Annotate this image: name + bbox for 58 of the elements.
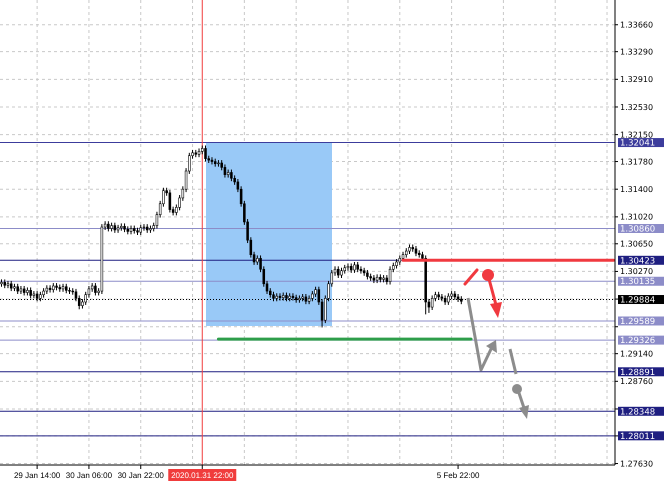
candlestick — [353, 261, 356, 274]
y-tick-label: 1.32530 — [620, 102, 654, 112]
y-tick-label: 1.31020 — [620, 212, 654, 222]
candlestick — [52, 282, 55, 294]
y-tick-label: 1.29140 — [620, 349, 654, 358]
candlestick — [311, 290, 314, 302]
ref-line-label: 1.29589 — [620, 316, 656, 327]
y-tick-label: 1.30650 — [620, 240, 654, 249]
candlestick — [356, 261, 359, 273]
ref-line-label: 1.30860 — [620, 224, 656, 234]
candlestick — [168, 189, 172, 213]
candlestick — [336, 266, 340, 278]
candlestick — [22, 285, 26, 296]
ref-line-label: 1.32041 — [620, 138, 656, 149]
y-tick-label: 1.32910 — [620, 75, 654, 84]
x-tick-label: 2020.01.31 22:00 — [171, 471, 234, 480]
candlestick — [224, 164, 226, 178]
y-tick-label: 1.31400 — [620, 185, 654, 194]
candlestick — [340, 267, 343, 278]
y-tick-label: 1.33660 — [620, 20, 654, 30]
ref-line-label: 1.30135 — [620, 277, 656, 288]
y-tick-label: 1.33290 — [620, 47, 654, 56]
ref-line-label: 1.30423 — [620, 256, 656, 266]
y-tick-label: 1.27630 — [620, 459, 654, 468]
candlestick — [444, 294, 446, 306]
candlestick — [94, 282, 97, 296]
candlestick — [350, 262, 352, 274]
ref-line-label: 1.28891 — [620, 368, 656, 378]
x-tick-label: 30 Jan 22:00 — [118, 471, 164, 480]
x-tick-label: 5 Feb 22:00 — [436, 471, 480, 480]
candlestick — [395, 258, 398, 270]
candlestick — [408, 244, 411, 254]
y-tick-label: 1.28760 — [620, 377, 654, 386]
candlestick — [107, 220, 110, 232]
y-tick-label: 1.31780 — [620, 157, 654, 166]
ref-line-label: 1.29326 — [620, 336, 656, 346]
ref-line-label: 1.29884 — [620, 295, 656, 306]
candlestick — [114, 222, 116, 234]
candlestick — [10, 280, 12, 292]
candlestick — [256, 254, 259, 266]
y-tick-label: 1.32150 — [620, 130, 654, 140]
candlestick — [398, 254, 402, 266]
candlestick — [42, 288, 45, 298]
ref-line-label: 1.28348 — [620, 407, 656, 418]
candlestick — [139, 224, 142, 236]
candlestick — [414, 245, 418, 257]
candlestick — [64, 283, 68, 294]
y-tick-label: 1.30270 — [620, 267, 654, 276]
candlestick — [230, 169, 233, 182]
candlestick — [404, 248, 408, 258]
candlestick — [388, 266, 392, 286]
candlestick — [204, 145, 207, 162]
ref-line-label: 1.28011 — [620, 432, 656, 442]
candlestick — [366, 269, 369, 280]
x-tick-label: 30 Jan 06:00 — [66, 471, 113, 480]
candlestick — [16, 283, 19, 294]
candlestick — [272, 291, 275, 302]
x-tick-label: 29 Jan 14:00 — [14, 471, 61, 480]
